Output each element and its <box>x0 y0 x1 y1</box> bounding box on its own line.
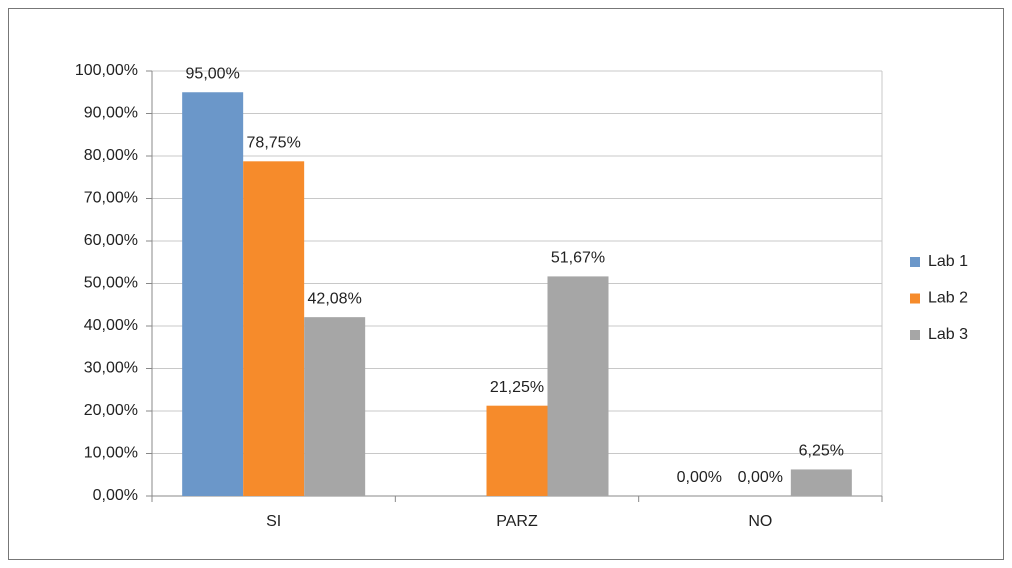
y-tick-label: 50,00% <box>84 275 138 292</box>
bar <box>790 469 852 496</box>
bar <box>243 161 305 496</box>
y-tick-label: 20,00% <box>84 402 138 419</box>
bar <box>486 405 548 496</box>
legend-swatch <box>910 330 920 340</box>
y-tick-label: 10,00% <box>84 445 138 462</box>
x-tick-label: SI <box>266 513 281 530</box>
data-label: 95,00% <box>186 65 240 82</box>
y-tick-label: 60,00% <box>84 232 138 249</box>
data-label: 6,25% <box>799 443 844 460</box>
data-label: 78,75% <box>247 135 301 152</box>
data-label: 51,67% <box>551 250 605 267</box>
data-label: 42,08% <box>308 290 362 307</box>
legend-swatch <box>910 293 920 304</box>
x-tick-label: NO <box>748 513 772 530</box>
y-tick-label: 70,00% <box>84 190 138 207</box>
y-tick-label: 100,00% <box>75 62 138 79</box>
y-tick-label: 90,00% <box>84 105 138 122</box>
data-label: 0,00% <box>677 469 722 486</box>
bar <box>547 276 609 496</box>
bar <box>304 317 366 496</box>
data-label: 0,00% <box>738 469 783 486</box>
data-label: 21,25% <box>490 379 544 396</box>
bar <box>182 92 244 496</box>
legend-label: Lab 3 <box>928 326 968 343</box>
legend-label: Lab 2 <box>928 290 968 307</box>
y-tick-label: 0,00% <box>93 487 138 504</box>
y-tick-label: 40,00% <box>84 317 138 334</box>
legend-swatch <box>910 257 920 267</box>
y-tick-label: 30,00% <box>84 360 138 377</box>
legend-label: Lab 1 <box>928 253 968 270</box>
x-tick-label: PARZ <box>496 513 538 530</box>
y-tick-label: 80,00% <box>84 147 138 164</box>
